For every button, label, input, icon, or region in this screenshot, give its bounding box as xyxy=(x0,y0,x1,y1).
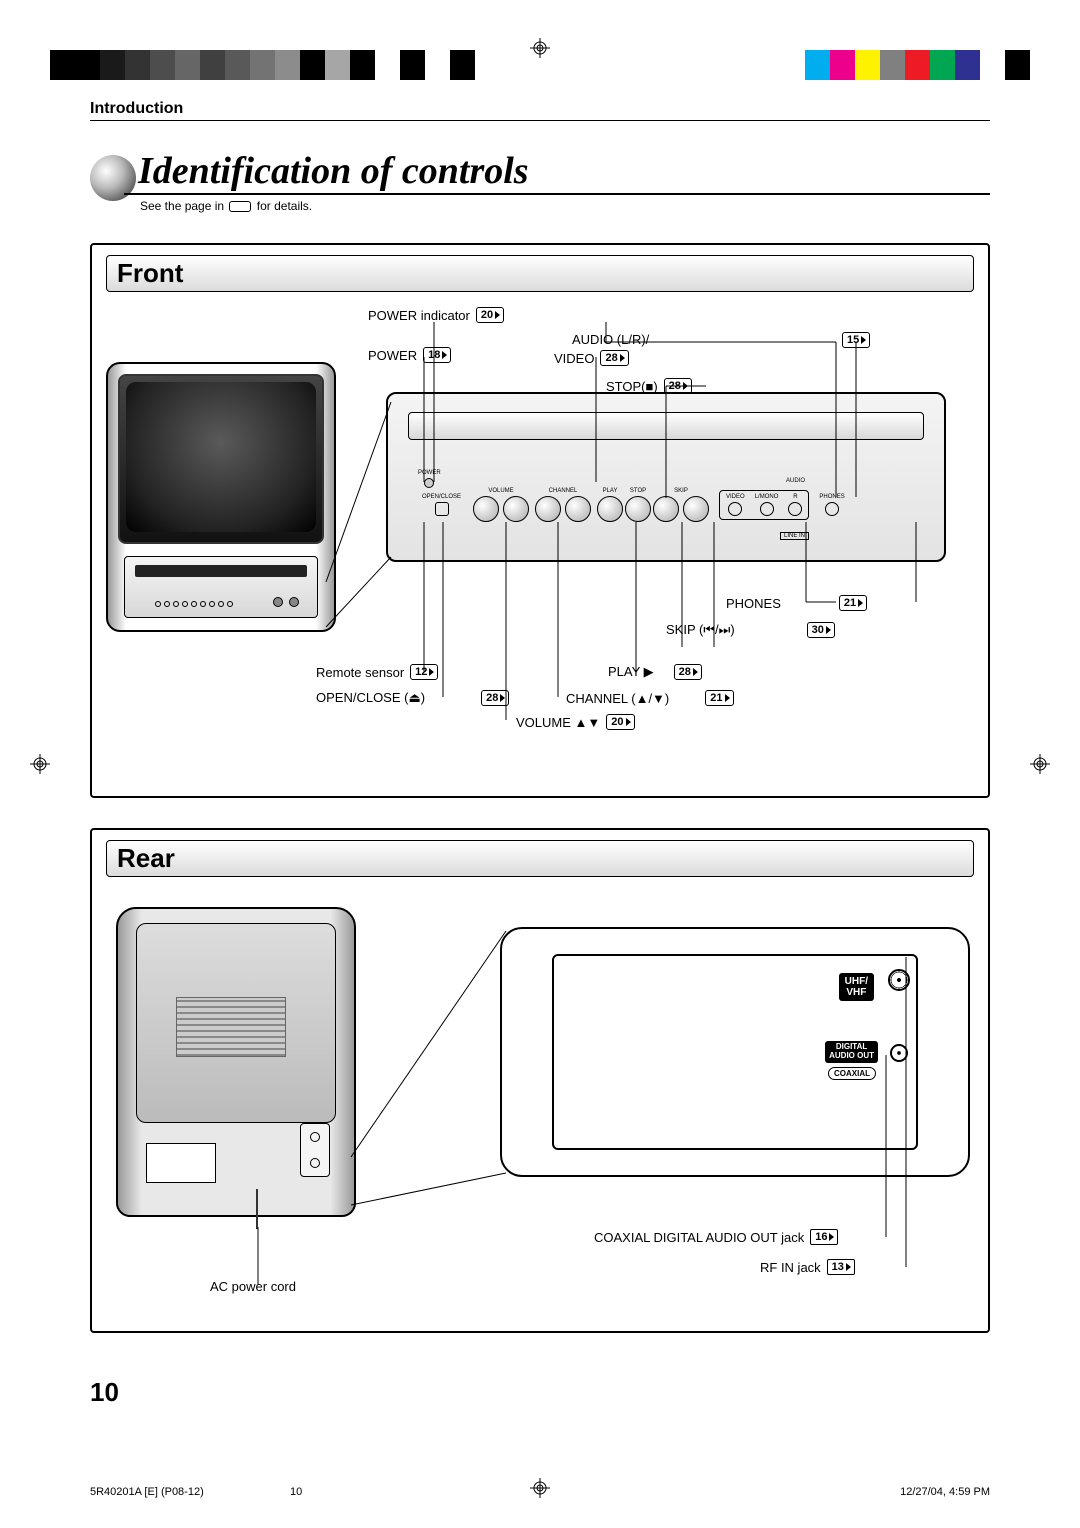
label-stop: STOP(■) 28 xyxy=(606,378,692,394)
print-footer: 5R40201A [E] (P08-12) 10 12/27/04, 4:59 … xyxy=(90,1486,990,1498)
see-page-note: See the page in for details. xyxy=(140,199,990,213)
label-volume: VOLUME ▲▼ 20 xyxy=(516,714,635,730)
rear-heading: Rear xyxy=(106,840,974,877)
label-phones: PHONES 21 xyxy=(726,595,867,611)
page-ref: 20 xyxy=(476,307,504,323)
page-ref: 28 xyxy=(674,664,702,680)
label-text: AC power cord xyxy=(210,1279,296,1294)
page-ref: 21 xyxy=(705,690,733,706)
label-skip: SKIP (⏮/⏭) 30 xyxy=(666,622,835,638)
note-before: See the page in xyxy=(140,199,224,213)
label-text: PHONES xyxy=(726,596,781,611)
label-open-close: OPEN/CLOSE (⏏) 28 xyxy=(316,690,509,706)
label-text: OPEN/CLOSE (⏏) xyxy=(316,690,425,706)
page-title: Identification of controls xyxy=(124,149,990,195)
rear-section: Rear UHF/ VHF DIGITAL AUDIO OUT COAXIAL xyxy=(90,828,990,1333)
label-text: COAXIAL DIGITAL AUDIO OUT jack xyxy=(594,1230,804,1245)
label-text: Remote sensor xyxy=(316,665,404,680)
label-video: VIDEO 28 xyxy=(554,350,629,366)
label-audio: AUDIO (L/R)/ xyxy=(572,332,649,347)
label-ac-cord: AC power cord xyxy=(210,1279,296,1294)
page-ref: 20 xyxy=(606,714,634,730)
front-heading: Front xyxy=(106,255,974,292)
footer-filename: 5R40201A [E] (P08-12) xyxy=(90,1486,290,1498)
page-ref: 18 xyxy=(423,347,451,363)
label-text: PLAY ▶ xyxy=(608,664,654,680)
page-content: Introduction Identification of controls … xyxy=(90,100,990,1420)
label-text: SKIP (⏮/⏭) xyxy=(666,622,735,638)
page-ref: 15 xyxy=(842,332,870,348)
registration-mark-right xyxy=(1030,754,1050,774)
label-text: STOP(■) xyxy=(606,379,658,394)
page-ref: 16 xyxy=(810,1229,838,1245)
label-text: VOLUME ▲▼ xyxy=(516,715,600,730)
label-text: RF IN jack xyxy=(760,1260,821,1275)
label-power: POWER 18 xyxy=(368,347,451,363)
label-channel: CHANNEL (▲/▼) 21 xyxy=(566,690,734,706)
page-ref: 21 xyxy=(839,595,867,611)
label-power-indicator: POWER indicator 20 xyxy=(368,307,504,323)
label-remote: Remote sensor 12 xyxy=(316,664,438,680)
label-text: VIDEO xyxy=(554,351,594,366)
registration-mark-left xyxy=(30,754,50,774)
note-after: for details. xyxy=(257,199,312,213)
label-coax-jack: COAXIAL DIGITAL AUDIO OUT jack 16 xyxy=(594,1229,838,1245)
label-text: CHANNEL (▲/▼) xyxy=(566,691,669,706)
page-ref: 12 xyxy=(410,664,438,680)
front-section: Front POWER xyxy=(90,243,990,798)
label-text: POWER indicator xyxy=(368,308,470,323)
page-ref: 30 xyxy=(807,622,835,638)
label-audio-page: 15 xyxy=(842,332,870,348)
page-ref: 28 xyxy=(600,350,628,366)
label-rf-jack: RF IN jack 13 xyxy=(760,1259,855,1275)
label-text: AUDIO (L/R)/ xyxy=(572,332,649,347)
print-color-bar xyxy=(0,50,1080,80)
label-play: PLAY ▶ 28 xyxy=(608,664,702,680)
page-ref: 28 xyxy=(481,690,509,706)
page-number: 10 xyxy=(90,1377,119,1408)
page-ref-shape-icon xyxy=(229,201,251,212)
footer-timestamp: 12/27/04, 4:59 PM xyxy=(900,1486,990,1498)
page-ref: 28 xyxy=(664,378,692,394)
page-ref: 13 xyxy=(827,1259,855,1275)
footer-page: 10 xyxy=(290,1486,490,1498)
section-header: Introduction xyxy=(90,100,990,121)
label-text: POWER xyxy=(368,348,417,363)
